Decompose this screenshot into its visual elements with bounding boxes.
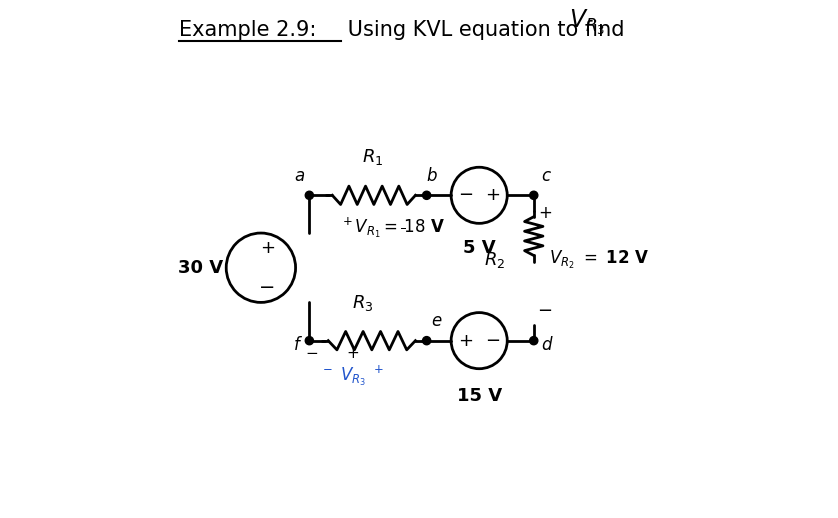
Text: Example 2.9:: Example 2.9: xyxy=(179,20,317,40)
Text: −: − xyxy=(537,302,552,320)
Text: a: a xyxy=(294,167,304,185)
Text: $R_1$: $R_1$ xyxy=(362,147,384,167)
Text: +: + xyxy=(538,204,552,222)
Text: $\mathit{V}_{R_3}$: $\mathit{V}_{R_3}$ xyxy=(570,8,606,37)
Text: 15 V: 15 V xyxy=(457,386,502,405)
Text: Using KVL equation to find: Using KVL equation to find xyxy=(341,20,639,40)
Circle shape xyxy=(305,337,313,345)
Text: $V_{R_2}\ =\ \mathbf{12\ V}$: $V_{R_2}\ =\ \mathbf{12\ V}$ xyxy=(549,249,649,271)
Text: +: + xyxy=(346,347,359,362)
Circle shape xyxy=(422,191,431,199)
Text: 5 V: 5 V xyxy=(463,239,495,256)
Text: c: c xyxy=(541,167,551,185)
Circle shape xyxy=(422,337,431,345)
Circle shape xyxy=(530,191,538,199)
Text: d: d xyxy=(541,336,551,354)
Text: −: − xyxy=(485,332,500,350)
Text: $^-\ V_{R_3}\ ^+$: $^-\ V_{R_3}\ ^+$ xyxy=(319,364,384,388)
Text: +: + xyxy=(458,332,473,350)
Text: $R_2$: $R_2$ xyxy=(484,250,505,270)
Text: e: e xyxy=(432,312,442,330)
Text: 30 V: 30 V xyxy=(178,258,223,277)
Circle shape xyxy=(530,337,538,345)
Text: −: − xyxy=(259,278,276,297)
Circle shape xyxy=(305,191,313,199)
Text: +: + xyxy=(485,186,500,204)
Text: −: − xyxy=(306,347,318,362)
Text: b: b xyxy=(427,167,437,185)
Text: $R_3$: $R_3$ xyxy=(352,293,374,312)
Text: −: − xyxy=(458,186,473,204)
Text: $^+V_{R_1}{=}\overline{\,}18\ \mathbf{V}$: $^+V_{R_1}{=}\overline{\,}18\ \mathbf{V}… xyxy=(340,215,445,240)
Text: +: + xyxy=(260,239,275,257)
Text: f: f xyxy=(294,336,300,354)
